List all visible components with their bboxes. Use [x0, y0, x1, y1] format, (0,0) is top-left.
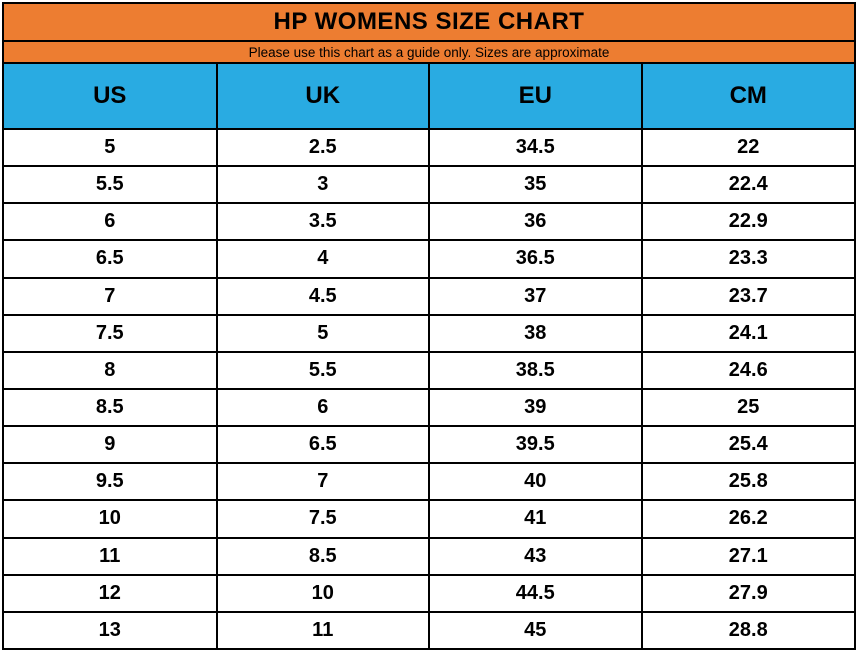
table-cell: 27.1: [640, 536, 854, 576]
table-row: 9.5 7 40 25.8: [4, 462, 854, 502]
column-header-cm: CM: [640, 64, 854, 130]
table-cell: 36.5: [428, 239, 643, 279]
table-row: 10 7.5 41 26.2: [4, 499, 854, 539]
table-cell: 37: [428, 276, 643, 316]
table-row: 6 3.5 36 22.9: [4, 202, 854, 242]
table-row: 13 11 45 28.8: [4, 610, 854, 648]
table-cell: 38: [428, 313, 643, 353]
table-cell: 41: [428, 499, 643, 539]
column-header-uk: UK: [215, 64, 430, 130]
table-cell: 3: [215, 165, 430, 205]
table-cell: 24.6: [640, 350, 854, 390]
table-cell: 9: [4, 425, 218, 465]
table-cell: 39: [428, 387, 643, 428]
table-cell: 12: [4, 573, 218, 613]
table-cell: 8: [4, 350, 218, 390]
table-cell: 13: [4, 610, 218, 648]
table-cell: 24.1: [640, 313, 854, 353]
table-cell: 6.5: [4, 239, 218, 279]
table-cell: 28.8: [640, 610, 854, 648]
table-cell: 5.5: [215, 350, 430, 390]
table-cell: 4.5: [215, 276, 430, 316]
table-cell: 27.9: [640, 573, 854, 613]
table-cell: 11: [215, 610, 430, 648]
column-header-eu: EU: [428, 64, 643, 130]
header-row: US UK EU CM: [4, 64, 854, 130]
table-row: 8 5.5 38.5 24.6: [4, 350, 854, 390]
table-cell: 6.5: [215, 425, 430, 465]
table-cell: 22.4: [640, 165, 854, 205]
table-cell: 35: [428, 165, 643, 205]
table-row: 8.5 6 39 25: [4, 387, 854, 428]
table-row: 7 4.5 37 23.7: [4, 276, 854, 316]
table-cell: 6: [4, 202, 218, 242]
table-cell: 36: [428, 202, 643, 242]
table-cell: 22: [640, 127, 854, 168]
table-cell: 45: [428, 610, 643, 648]
table-cell: 25: [640, 387, 854, 428]
table-cell: 34.5: [428, 127, 643, 168]
chart-subtitle: Please use this chart as a guide only. S…: [4, 42, 854, 64]
table-row: 5.5 3 35 22.4: [4, 165, 854, 205]
chart-title: HP WOMENS SIZE CHART: [4, 4, 854, 42]
size-table-body: 5 2.5 34.5 22 5.5 3 35 22.4 6 3.5 36 22.9 6.5 4 36.5 23…: [4, 127, 854, 648]
table-cell: 23.7: [640, 276, 854, 316]
table-cell: 10: [4, 499, 218, 539]
table-cell: 7.5: [215, 499, 430, 539]
table-row: 5 2.5 34.5 22: [4, 127, 854, 168]
table-cell: 38.5: [428, 350, 643, 390]
table-cell: 43: [428, 536, 643, 576]
table-cell: 4: [215, 239, 430, 279]
table-cell: 7: [215, 462, 430, 502]
table-cell: 40: [428, 462, 643, 502]
table-cell: 23.3: [640, 239, 854, 279]
size-table: US UK EU CM 5 2.5 34.5 22 5.5 3 35 22.4 6 3.5 36 22…: [4, 64, 854, 648]
table-row: 7.5 5 38 24.1: [4, 313, 854, 353]
table-cell: 10: [215, 573, 430, 613]
table-cell: 44.5: [428, 573, 643, 613]
table-cell: 9.5: [4, 462, 218, 502]
column-header-us: US: [4, 64, 218, 130]
table-cell: 26.2: [640, 499, 854, 539]
table-cell: 25.8: [640, 462, 854, 502]
table-cell: 8.5: [4, 387, 218, 428]
table-cell: 7.5: [4, 313, 218, 353]
table-row: 11 8.5 43 27.1: [4, 536, 854, 576]
table-cell: 6: [215, 387, 430, 428]
table-cell: 11: [4, 536, 218, 576]
table-cell: 2.5: [215, 127, 430, 168]
table-cell: 3.5: [215, 202, 430, 242]
table-cell: 5: [4, 127, 218, 168]
table-row: 6.5 4 36.5 23.3: [4, 239, 854, 279]
table-cell: 22.9: [640, 202, 854, 242]
table-row: 9 6.5 39.5 25.4: [4, 425, 854, 465]
table-cell: 39.5: [428, 425, 643, 465]
table-cell: 5: [215, 313, 430, 353]
size-table-head: US UK EU CM: [4, 64, 854, 130]
table-cell: 8.5: [215, 536, 430, 576]
table-cell: 5.5: [4, 165, 218, 205]
table-cell: 7: [4, 276, 218, 316]
table-cell: 25.4: [640, 425, 854, 465]
table-row: 12 10 44.5 27.9: [4, 573, 854, 613]
